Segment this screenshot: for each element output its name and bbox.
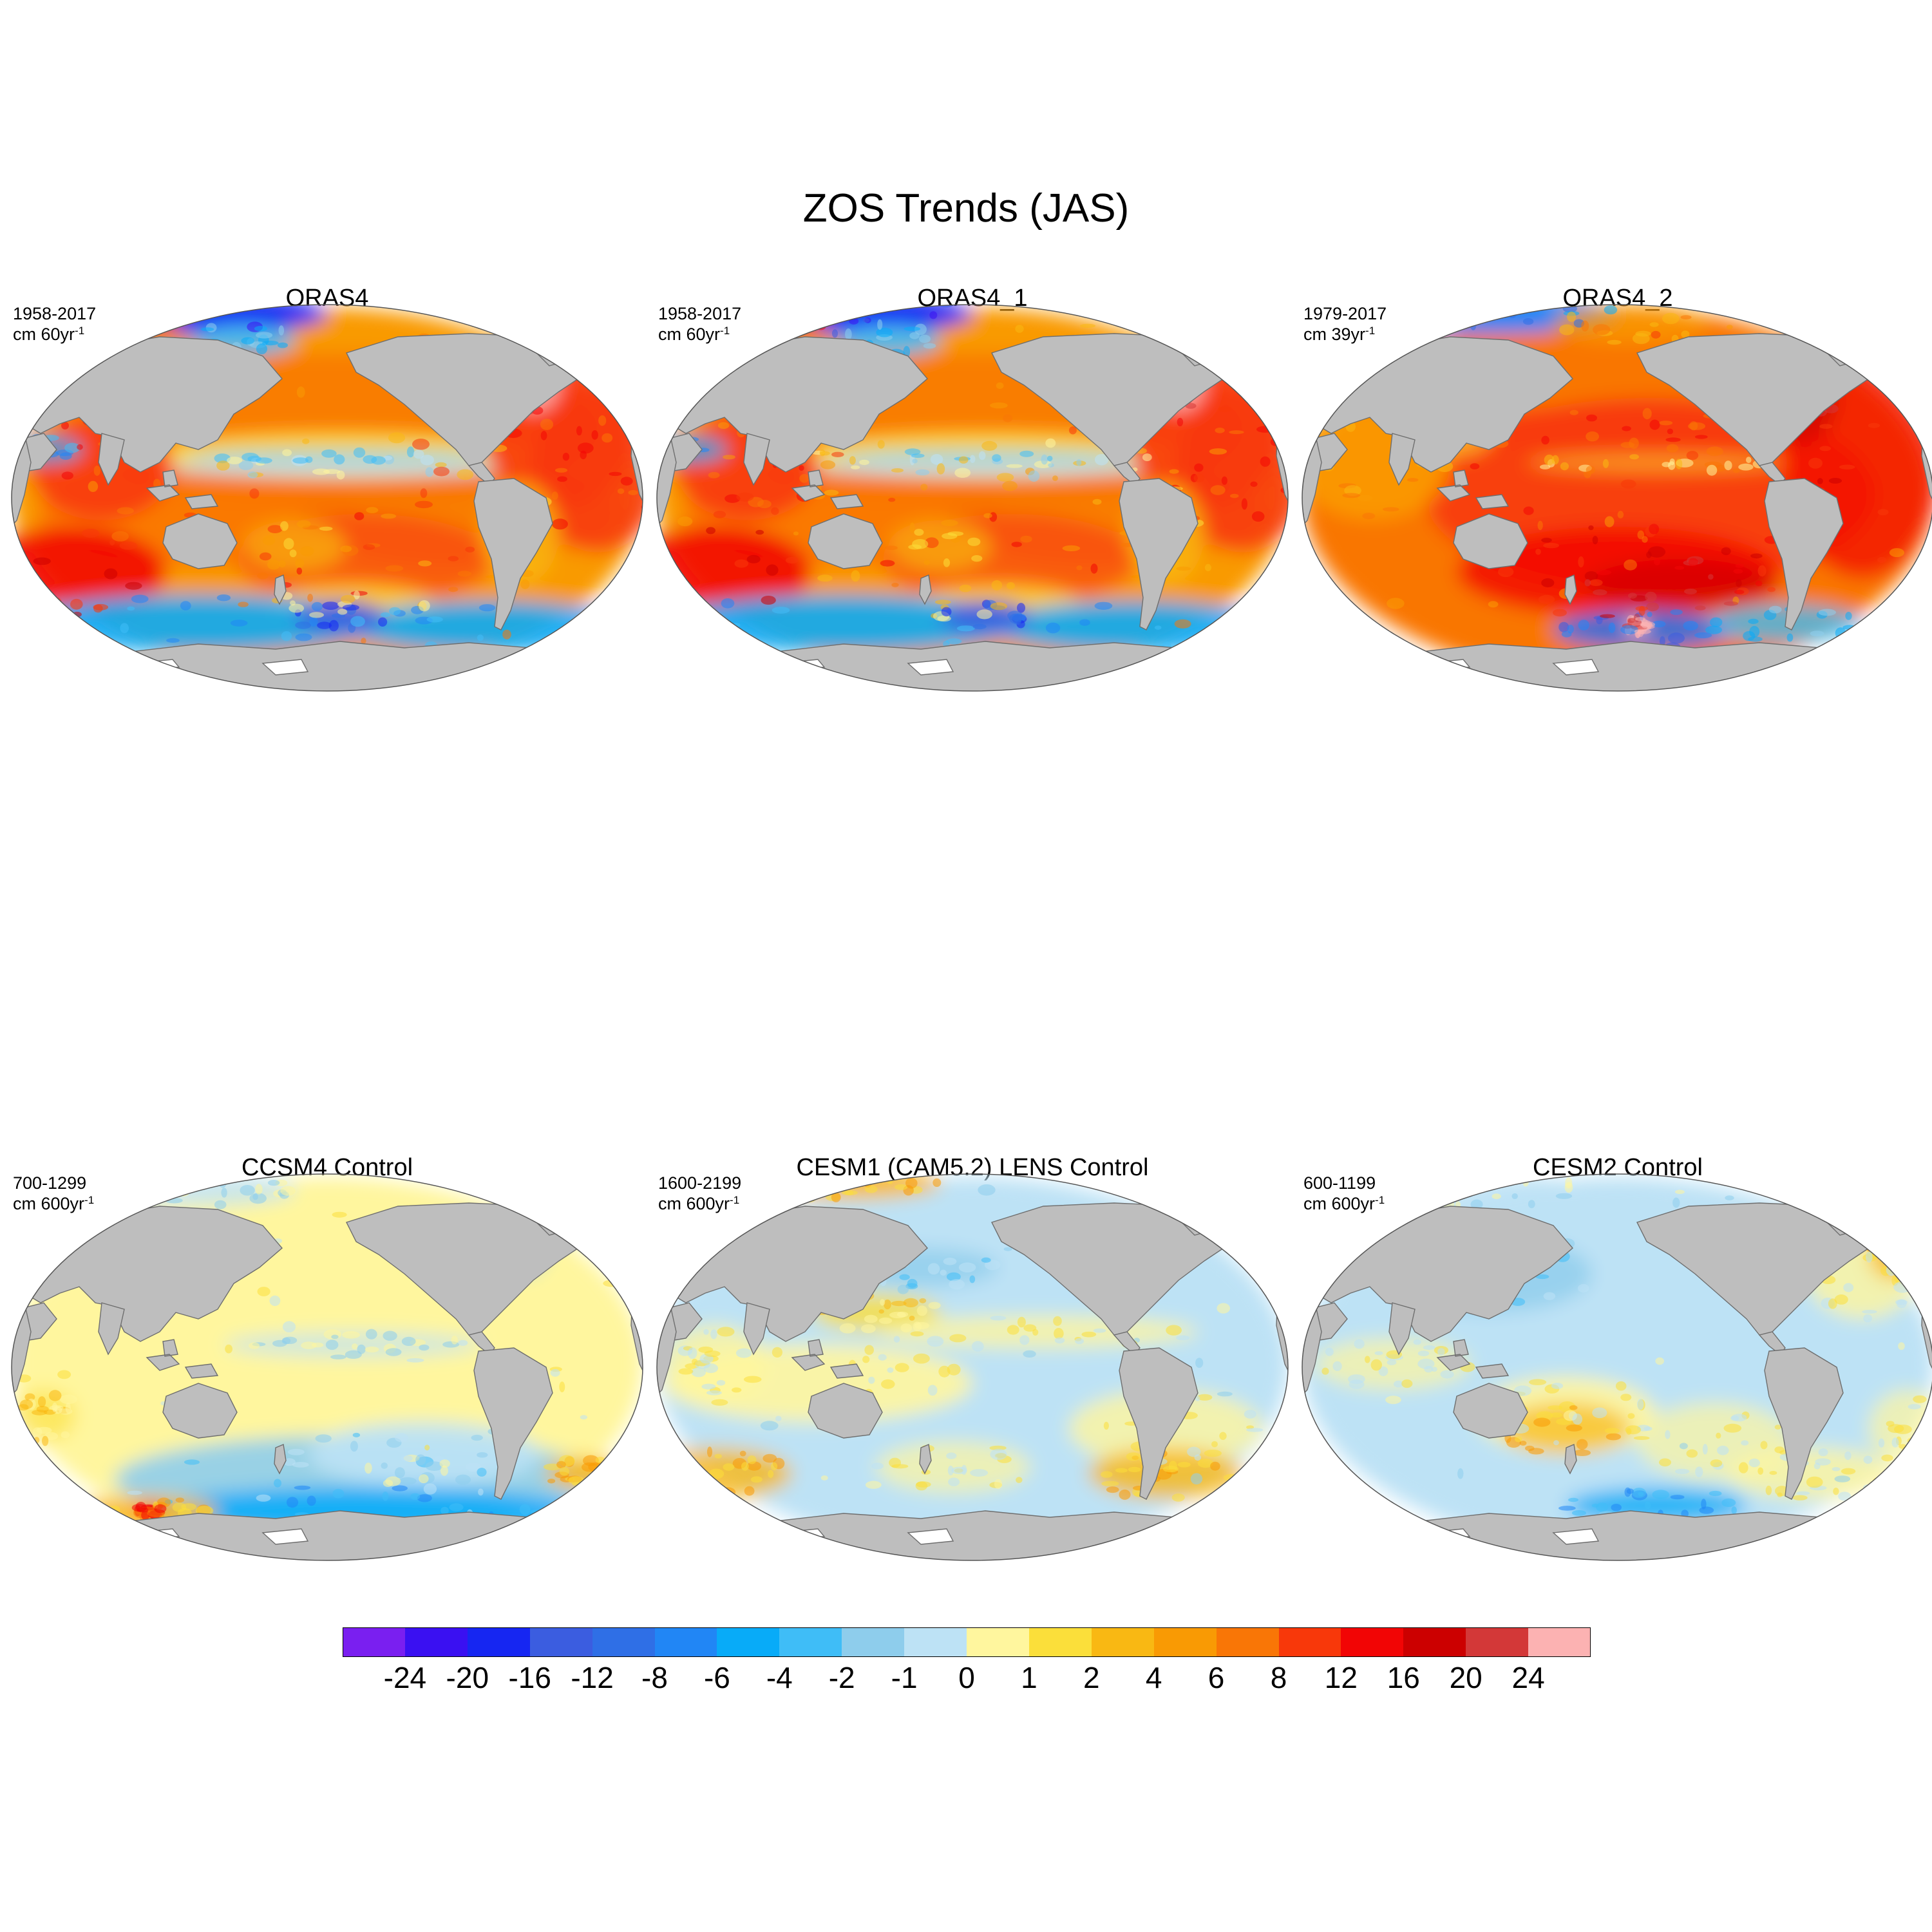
colorbar-swatch bbox=[343, 1627, 406, 1657]
colorbar-swatch bbox=[1528, 1627, 1591, 1657]
colorbar-swatch bbox=[779, 1627, 842, 1657]
panel-period: 1958-2017 bbox=[658, 304, 742, 323]
colorbar-swatch bbox=[1216, 1627, 1279, 1657]
panel-unit: cm 60yr-1 bbox=[658, 325, 730, 345]
map-panel-oras4_1: ORAS4_1 1958-2017 cm 60yr-1 bbox=[650, 285, 1294, 714]
panel-unit-exponent: -1 bbox=[84, 1194, 95, 1206]
colorbar-swatch bbox=[404, 1627, 468, 1657]
panel-unit-exponent: -1 bbox=[1365, 325, 1376, 337]
panel-period: 1979-2017 bbox=[1303, 304, 1387, 323]
colorbar-tick-label: -2 bbox=[828, 1661, 855, 1694]
panel-unit: cm 39yr-1 bbox=[1303, 325, 1375, 345]
colorbar bbox=[343, 1627, 1591, 1658]
colorbar-tick-label: 6 bbox=[1208, 1661, 1225, 1694]
map-oras4_2 bbox=[1302, 304, 1932, 692]
panel-unit: cm 60yr-1 bbox=[13, 325, 84, 345]
panel-period: 1600-2199 bbox=[658, 1173, 742, 1193]
panel-unit-exponent: -1 bbox=[1375, 1194, 1385, 1206]
map-panel-cesm1: CESM1 (CAM5.2) LENS Control 1600-2199 cm 6… bbox=[650, 1154, 1294, 1583]
panel-unit-base: cm 600yr bbox=[658, 1194, 730, 1213]
colorbar-swatch bbox=[904, 1627, 967, 1657]
colorbar-tick-label: 4 bbox=[1145, 1661, 1162, 1694]
map-panel-oras4_2: ORAS4_2 1979-2017 cm 39yr-1 bbox=[1296, 285, 1932, 714]
colorbar-swatch bbox=[529, 1627, 593, 1657]
panel-unit-exponent: -1 bbox=[730, 1194, 740, 1206]
colorbar-tick-label: -16 bbox=[508, 1661, 551, 1694]
map-outline bbox=[1302, 1173, 1932, 1561]
colorbar-swatch bbox=[1403, 1627, 1466, 1657]
colorbar-swatch bbox=[1466, 1627, 1529, 1657]
colorbar-tick-label: 2 bbox=[1083, 1661, 1100, 1694]
map-panel-ccsm4: CCSM4 Control 700-1299 cm 600yr-1 bbox=[5, 1154, 649, 1583]
ocean-field bbox=[657, 305, 1288, 681]
colorbar-swatch bbox=[967, 1627, 1030, 1657]
map-ccsm4 bbox=[11, 1173, 643, 1561]
panel-title: CCSM4 Control bbox=[241, 1154, 413, 1181]
panel-period: 700-1299 bbox=[13, 1173, 87, 1193]
colorbar-tick-label: -12 bbox=[571, 1661, 614, 1694]
colorbar-swatch bbox=[1028, 1627, 1092, 1657]
colorbar-tick-label: -6 bbox=[703, 1661, 730, 1694]
colorbar-swatch bbox=[1278, 1627, 1341, 1657]
map-outline bbox=[656, 304, 1289, 692]
map-outline bbox=[1302, 304, 1932, 692]
map-cesm1 bbox=[656, 1173, 1289, 1561]
colorbar-swatch bbox=[654, 1627, 717, 1657]
colorbar-tick-label: -4 bbox=[766, 1661, 793, 1694]
panel-unit-base: cm 60yr bbox=[13, 325, 75, 344]
panel-unit-base: cm 60yr bbox=[658, 325, 721, 344]
map-panel-cesm2: CESM2 Control 600-1199 cm 600yr-1 bbox=[1296, 1154, 1932, 1583]
panel-unit-base: cm 600yr bbox=[1303, 1194, 1376, 1213]
map-outline bbox=[11, 1173, 643, 1561]
colorbar-tick-label: -8 bbox=[641, 1661, 668, 1694]
panel-period: 1958-2017 bbox=[13, 304, 97, 323]
colorbar-tick-label: 12 bbox=[1324, 1661, 1358, 1694]
colorbar-tick-label: -1 bbox=[891, 1661, 918, 1694]
figure-title: ZOS Trends (JAS) bbox=[802, 186, 1130, 231]
map-oras4_1 bbox=[656, 304, 1289, 692]
colorbar-tick-label: 24 bbox=[1511, 1661, 1545, 1694]
colorbar-tick-label: 1 bbox=[1021, 1661, 1037, 1694]
panel-unit-base: cm 600yr bbox=[13, 1194, 85, 1213]
panel-period: 600-1199 bbox=[1303, 1173, 1376, 1193]
panel-unit: cm 600yr-1 bbox=[13, 1194, 94, 1214]
colorbar-swatch bbox=[1153, 1627, 1217, 1657]
colorbar-tick-label: -20 bbox=[446, 1661, 489, 1694]
colorbar-swatch bbox=[592, 1627, 655, 1657]
colorbar-swatch bbox=[717, 1627, 780, 1657]
panel-title: CESM2 Control bbox=[1533, 1154, 1703, 1181]
map-oras4 bbox=[11, 304, 643, 692]
colorbar-tick-label: 20 bbox=[1449, 1661, 1482, 1694]
panel-unit-base: cm 39yr bbox=[1303, 325, 1366, 344]
colorbar-tick-label: 16 bbox=[1387, 1661, 1420, 1694]
panel-unit-exponent: -1 bbox=[720, 325, 730, 337]
panel-title: CESM1 (CAM5.2) LENS Control bbox=[796, 1154, 1149, 1181]
map-outline bbox=[11, 304, 643, 692]
colorbar-tick-label: 0 bbox=[958, 1661, 975, 1694]
map-panel-oras4: ORAS4 1958-2017 cm 60yr-1 bbox=[5, 285, 649, 714]
colorbar-swatch bbox=[1341, 1627, 1404, 1657]
map-outline bbox=[656, 1173, 1289, 1561]
panel-unit: cm 600yr-1 bbox=[1303, 1194, 1385, 1214]
colorbar-swatch bbox=[842, 1627, 905, 1657]
colorbar-tick-label: -24 bbox=[383, 1661, 427, 1694]
panel-unit-exponent: -1 bbox=[75, 325, 85, 337]
map-cesm2 bbox=[1302, 1173, 1932, 1561]
panel-unit: cm 600yr-1 bbox=[658, 1194, 739, 1214]
colorbar-swatch bbox=[1091, 1627, 1155, 1657]
colorbar-swatch bbox=[467, 1627, 531, 1657]
colorbar-tick-label: 8 bbox=[1270, 1661, 1287, 1694]
